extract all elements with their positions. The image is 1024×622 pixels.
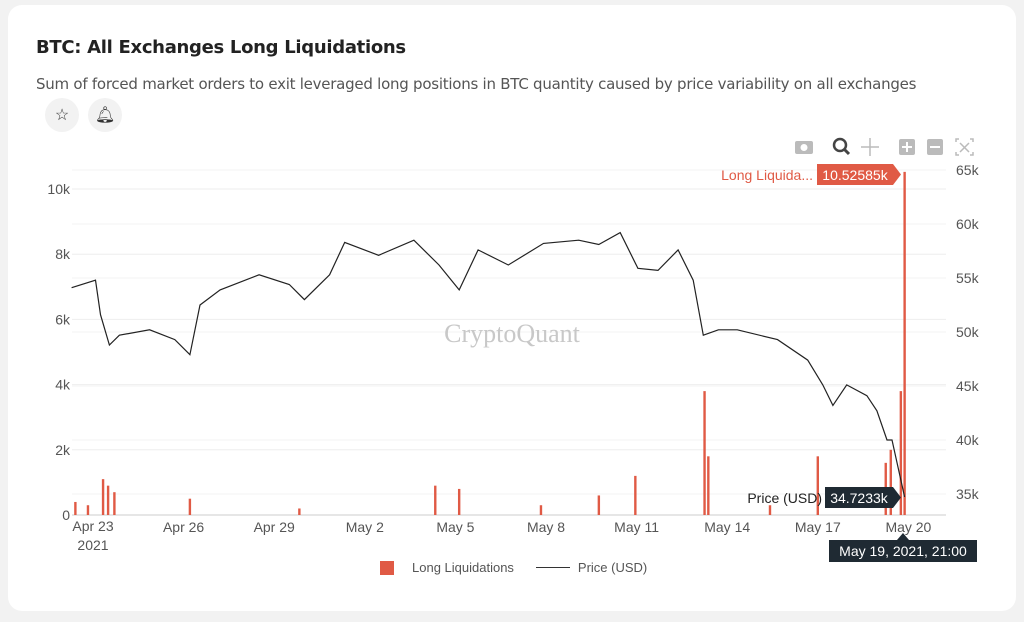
legend-swatch-price[interactable] — [535, 567, 570, 568]
tooltip-label: Price (USD) — [747, 490, 822, 506]
chart-card — [8, 5, 1016, 611]
zoom-icon[interactable] — [832, 137, 851, 156]
liquidation-bar — [768, 505, 772, 515]
bell-icon: 🔔︎ — [94, 107, 116, 124]
tooltip-value: 10.52585k — [822, 167, 888, 183]
legend: Long Liquidations Price (USD) — [380, 560, 647, 575]
liquidation-bar — [188, 498, 192, 515]
y-right-tick-label: 40k — [956, 432, 980, 448]
zoom-out-icon[interactable] — [927, 139, 943, 155]
pan-icon[interactable] — [861, 138, 879, 156]
y-left-tick-label: 6k — [55, 311, 71, 327]
favorite-button[interactable]: ☆ — [45, 98, 79, 132]
x-tick-label: May 20 — [885, 519, 931, 535]
y-left-tick-label: 2k — [55, 442, 71, 458]
x-tick-label: May 11 — [614, 519, 659, 535]
liquidation-bar — [298, 508, 301, 515]
chart-subtitle: Sum of forced market orders to exit leve… — [36, 75, 917, 93]
liquidation-bar — [703, 391, 706, 515]
x-tick-label: May 5 — [436, 519, 474, 535]
liquidation-bar — [74, 501, 77, 515]
x-tick-label: May 17 — [795, 519, 841, 535]
y-right-tick-label: 45k — [956, 378, 980, 394]
liquidation-bar — [707, 456, 710, 515]
liquidation-bar — [457, 488, 461, 515]
zoom-in-icon[interactable] — [899, 139, 915, 155]
y-right-tick-label: 35k — [956, 486, 980, 502]
liquidation-bar — [86, 505, 90, 515]
tooltip-value: 34.7233k — [830, 490, 889, 506]
liquidation-bar — [816, 456, 819, 515]
y-right-tick-label: 50k — [956, 324, 980, 340]
x-tick-label-first: Apr 23 2021 — [72, 518, 114, 553]
liquidation-bar — [113, 492, 116, 515]
liquidation-bar — [903, 171, 906, 515]
autoscale-icon[interactable] — [955, 138, 974, 156]
liquidation-bar — [101, 479, 105, 515]
liquidation-bar — [899, 391, 903, 515]
alert-button[interactable]: 🔔︎ — [88, 98, 122, 132]
legend-item-price[interactable]: Price (USD) — [577, 560, 648, 575]
price-line — [71, 231, 906, 498]
star-icon: ☆ — [54, 107, 70, 124]
modebar — [795, 137, 974, 156]
y-left-tick-label: 8k — [55, 246, 71, 262]
liquidation-bar — [597, 495, 601, 515]
y-left-tick-label: 4k — [55, 377, 71, 393]
price-tooltip: Price (USD) 34.7233k — [747, 487, 901, 508]
x-tick-label: May 14 — [704, 519, 750, 535]
liquidation-bar — [634, 475, 637, 515]
y-right-tick-label: 65k — [956, 162, 980, 178]
y-right-tick-label: 60k — [956, 216, 980, 232]
watermark: CryptoQuant — [444, 319, 581, 348]
camera-icon[interactable] — [795, 141, 813, 154]
liquidation-bar — [889, 449, 892, 515]
x-tick-label: Apr 29 — [254, 519, 295, 535]
legend-swatch-liquidations[interactable] — [380, 560, 394, 575]
liquidation-bar — [539, 505, 543, 515]
x-tick-label: May 8 — [527, 519, 565, 535]
x-tick-label: May 2 — [346, 519, 384, 535]
y-left-tick-label: 0 — [62, 507, 70, 523]
tooltip-value: May 19, 2021, 21:00 — [839, 543, 967, 559]
x-tick-label: Apr 26 — [163, 519, 204, 535]
y-left-tick-label: 10k — [47, 181, 71, 197]
liquidation-bar — [106, 485, 110, 515]
legend-item-liquidations[interactable]: Long Liquidations — [412, 560, 514, 575]
y-right-tick-label: 55k — [956, 270, 980, 286]
liquidations-tooltip: Long Liquida... 10.52585k — [721, 164, 901, 185]
x-tooltip: May 19, 2021, 21:00 — [829, 533, 977, 562]
chart-title: BTC: All Exchanges Long Liquidations — [36, 37, 406, 58]
liquidation-bar — [434, 485, 437, 515]
tooltip-label: Long Liquida... — [721, 167, 813, 183]
